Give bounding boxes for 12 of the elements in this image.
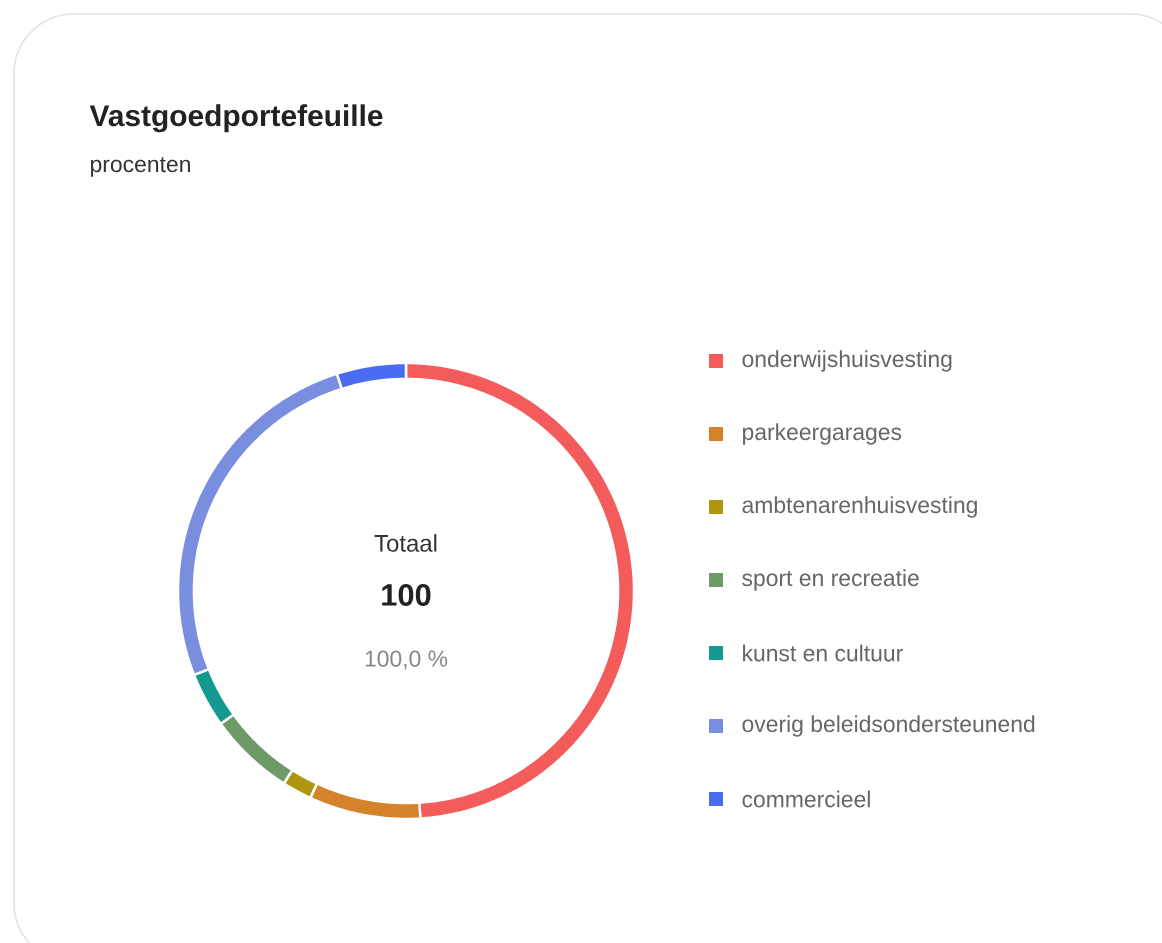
legend-label: sport en recreatie <box>742 569 919 591</box>
chart-title: Vastgoedportefeuille <box>89 104 383 133</box>
legend-label: parkeergarages <box>743 423 902 445</box>
legend-label: kunst en cultuur <box>743 644 903 662</box>
text: Totaal <box>374 534 437 552</box>
legend-label: commercieel <box>742 790 870 808</box>
text: 100 <box>382 584 431 606</box>
text: 100,0 % <box>365 650 448 670</box>
legend-label: onderwijshuisvesting <box>742 350 952 372</box>
legend-label: overig beleidsondersteunend <box>742 715 1035 737</box>
legend-label: ambtenarenhuisvesting <box>742 496 977 518</box>
chart-subtitle: procenten <box>91 157 190 177</box>
